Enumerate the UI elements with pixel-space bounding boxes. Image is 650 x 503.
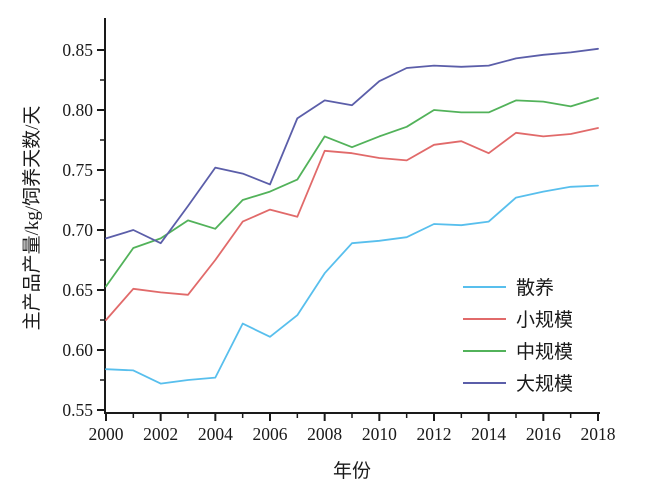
x-tick-label: 2016 xyxy=(526,424,561,444)
x-tick-label: 2008 xyxy=(307,424,342,444)
legend-item-中规模: 中规模 xyxy=(463,341,573,363)
x-tick-label: 2012 xyxy=(417,424,452,444)
y-tick-label: 0.55 xyxy=(62,400,93,420)
y-tick-label: 0.60 xyxy=(62,340,93,360)
legend-label-小规模: 小规模 xyxy=(516,309,573,331)
legend-label-中规模: 中规模 xyxy=(516,341,573,363)
x-tick-label: 2004 xyxy=(198,424,233,444)
plot-series xyxy=(105,47,599,385)
series-line-大规模 xyxy=(105,47,599,245)
legend-item-大规模: 大规模 xyxy=(463,373,573,395)
x-tick-label: 2006 xyxy=(253,424,288,444)
y-tick-label: 0.65 xyxy=(62,280,93,300)
x-axis-title: 年份 xyxy=(333,460,371,482)
x-tick-label: 2010 xyxy=(362,424,397,444)
x-tick-label: 2000 xyxy=(89,424,124,444)
x-tick-label: 2014 xyxy=(471,424,506,444)
x-axis: 2000 2002 2004 2006 2008 2010 2012 2014 2016 2018 xyxy=(89,412,616,444)
y-tick-label: 0.70 xyxy=(62,220,93,240)
series-line-散养 xyxy=(105,184,599,385)
legend-label-大规模: 大规模 xyxy=(516,373,573,395)
x-tick-label: 2018 xyxy=(581,424,616,444)
x-tick-label: 2002 xyxy=(143,424,178,444)
y-tick-label: 0.80 xyxy=(62,100,93,120)
legend-label-散养: 散养 xyxy=(516,277,554,299)
series-line-小规模 xyxy=(105,127,599,321)
legend-item-小规模: 小规模 xyxy=(463,309,573,331)
y-axis-title: 主产品产量/kg/饲养天数/天 xyxy=(21,106,43,331)
series-line-中规模 xyxy=(105,97,599,288)
y-tick-label: 0.75 xyxy=(62,160,93,180)
y-tick-label: 0.85 xyxy=(62,40,93,60)
legend-item-散养: 散养 xyxy=(463,277,554,299)
y-axis: 0.55 0.60 0.65 0.70 0.75 0.80 0.85 xyxy=(62,18,106,420)
